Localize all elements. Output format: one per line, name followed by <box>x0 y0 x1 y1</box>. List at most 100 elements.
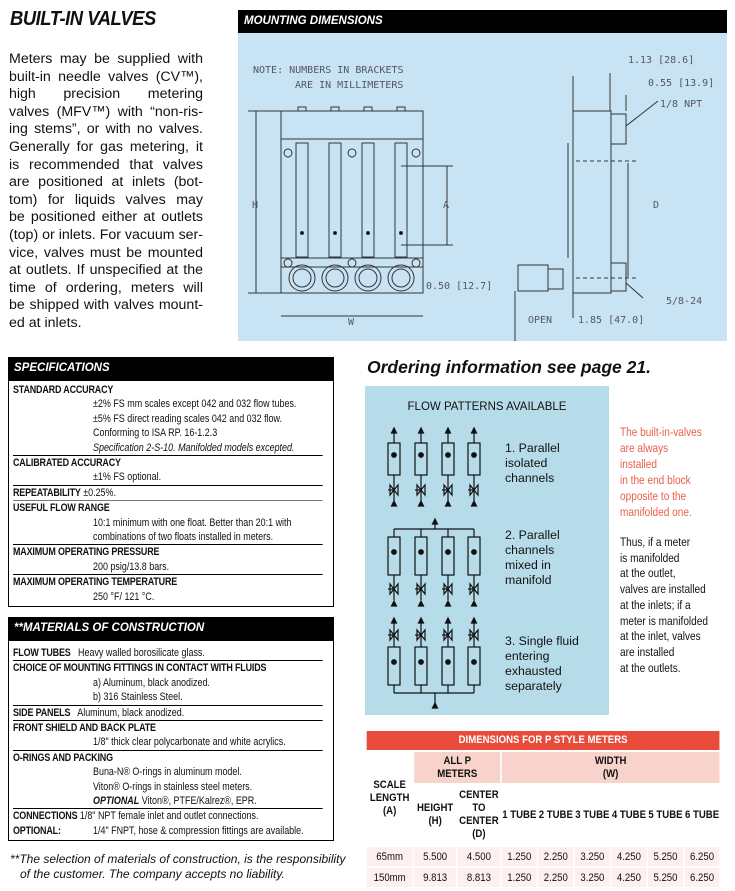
valve-icon <box>469 483 479 497</box>
valve-icon <box>389 582 399 596</box>
material-label: SIDE PANELS <box>13 706 71 719</box>
screw-icon <box>411 258 421 268</box>
intro-line: tom) for liquids valves may <box>9 191 203 208</box>
intro-line: at outlets. If unspecified at the <box>9 262 203 279</box>
materials-header: **MATERIALS OF CONSTRUCTION <box>8 617 334 641</box>
valve-icon <box>443 582 453 596</box>
material-label: FLOW TUBES <box>13 647 71 659</box>
arrow-icon <box>470 599 478 607</box>
footnote-line: **The selection of materials of construc… <box>10 852 346 866</box>
valve-icon <box>416 483 426 497</box>
spec-label: MAXIMUM OPERATING TEMPERATURE <box>13 576 178 589</box>
table-row: 65mm 5.500 4.500 1.250 2.250 3.250 4.250 5.250 6… <box>365 845 722 868</box>
col-scale-length: SCALE LENGTH (A) <box>365 750 415 847</box>
text-line: Thus, if a meter <box>620 535 691 549</box>
text-line: channels <box>505 543 555 557</box>
material-value: Viton® O-rings in stainless steel meters… <box>93 780 253 793</box>
arrow-icon <box>444 426 452 434</box>
valve-icon <box>416 582 426 596</box>
note-line-2: ARE IN MILLIMETERS <box>295 80 403 91</box>
spec-value: combinations of two floats installed in … <box>93 531 274 544</box>
intro-line: time of ordering, meters will <box>9 279 203 296</box>
spec-label: MAXIMUM OPERATING PRESSURE <box>13 546 160 559</box>
float <box>445 659 451 665</box>
footnote: **The selection of materials of construc… <box>10 852 346 882</box>
col-center: CENTER TO CENTER (D) <box>455 783 502 847</box>
valve-icon <box>443 483 453 497</box>
pattern-3-label: 3. Single fluid entering exhausted separate… <box>505 634 579 694</box>
col-tube-1: 1 TUBE <box>500 783 539 847</box>
text-line: valves are installed <box>620 582 706 597</box>
spec-label: STANDARD ACCURACY <box>13 384 114 396</box>
text-line: is manifolded <box>620 550 680 565</box>
float <box>391 659 397 665</box>
flow-tube <box>394 142 408 258</box>
table-cell: 6.250 <box>682 866 722 889</box>
text-line: at the inlet, valves <box>620 629 701 644</box>
flowmeter-tube <box>467 536 481 576</box>
table-cell: 4.500 <box>455 845 502 868</box>
table-cell: 3.250 <box>573 866 612 889</box>
text-line: manifold <box>505 573 552 587</box>
text-line: The built-in-valves <box>620 425 702 439</box>
text-line: are always <box>620 441 669 455</box>
pattern-2-label: 2. Parallel channels mixed in manifold <box>505 528 560 588</box>
flow-patterns-title: FLOW PATTERNS AVAILABLE <box>407 401 567 413</box>
text-line: separately <box>505 679 562 693</box>
intro-line: Meters may be supplied with <box>9 51 203 67</box>
mounting-diagram: NOTE: NUMBERS IN BRACKETS ARE IN MILLIME… <box>248 55 714 343</box>
float <box>471 659 477 665</box>
material-value: Aluminum, black anodized. <box>77 706 185 719</box>
arrow-icon <box>444 616 452 624</box>
table-cell: 8.813 <box>455 866 502 889</box>
screw-icon <box>283 258 293 268</box>
port-inner <box>391 268 411 288</box>
port <box>288 264 316 292</box>
label-a: A <box>443 200 449 211</box>
col-height: HEIGHT (H) <box>412 783 458 847</box>
valve-icon <box>416 628 426 642</box>
flowmeter-tube <box>467 646 481 686</box>
port-inner <box>325 268 345 288</box>
text-line: at the outlet, <box>620 566 676 581</box>
col-tube-5: 5 TUBE <box>646 783 685 847</box>
table-cell: 5.500 <box>412 845 458 868</box>
port <box>321 264 349 292</box>
materials-panel: **MATERIALS OF CONSTRUCTION FLOW TUBES H… <box>8 617 334 841</box>
text-line: mixed in <box>505 558 551 572</box>
pattern-1-label: 1. Parallel isolated channels <box>505 441 560 486</box>
table-cell: 2.250 <box>536 866 575 889</box>
spec-label: CALIBRATED ACCURACY <box>13 457 121 470</box>
valve-icon <box>389 483 399 497</box>
flowmeter-tube <box>414 536 428 576</box>
float <box>445 452 451 458</box>
port <box>387 264 415 292</box>
valve-note: Thus, if a meter is manifolded at the outl… <box>620 535 735 676</box>
intro-line: (top) or inlets. For vacuum ser- <box>9 226 203 243</box>
float <box>418 452 424 458</box>
material-label: O-RINGS AND PACKING <box>13 751 113 764</box>
port <box>354 264 382 292</box>
arrow-icon <box>470 426 478 434</box>
table-cell: 4.250 <box>609 845 649 868</box>
table-cell: 2.250 <box>536 845 575 868</box>
material-value: 1/8" NPT female inlet and outlet connect… <box>79 810 259 823</box>
spec-value: Conforming to ISA RP. 16-1.2.3 <box>93 427 218 440</box>
table-cell: 150mm <box>365 866 415 889</box>
open-label: OPEN <box>528 315 552 326</box>
port-inner <box>292 268 312 288</box>
intro-line: built-in needle valves (CV™), <box>9 68 203 85</box>
text-line: isolated <box>505 456 548 470</box>
dimensions-table: DIMENSIONS FOR P STYLE METERS SCALE LENG… <box>365 729 722 889</box>
float <box>399 231 403 235</box>
intro-line: ing stems”, or with no valves. <box>9 121 203 138</box>
table-cell: 3.250 <box>573 845 612 868</box>
arrow-icon <box>470 499 478 507</box>
col-tube-2: 2 TUBE <box>536 783 575 847</box>
material-label: OPTIONAL: <box>13 824 61 837</box>
material-label: CHOICE OF MOUNTING FITTINGS IN CONTACT W… <box>13 662 267 675</box>
intro-line: vice, valves must be mounted <box>9 244 203 261</box>
col-all-p-meters: ALL P METERS <box>412 750 502 785</box>
text-line: at the inlets; if a <box>620 597 691 612</box>
flow-patterns-diagram <box>387 426 481 709</box>
